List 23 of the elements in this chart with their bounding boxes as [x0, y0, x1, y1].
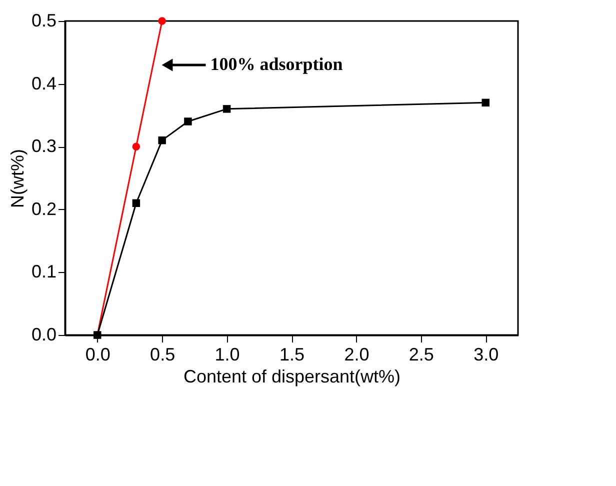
- y-tick-label: 0.3: [31, 136, 56, 156]
- point: [158, 136, 166, 144]
- x-tick-label: 0.5: [150, 344, 176, 364]
- y-tick-label: 0.4: [31, 73, 56, 94]
- x-tick-label: 1.0: [214, 344, 240, 364]
- x-tick-label: 2.5: [408, 344, 434, 364]
- x-tick-label: 2.0: [344, 344, 370, 364]
- point: [482, 98, 490, 107]
- y-tick-label: 0.1: [31, 262, 56, 282]
- point: [184, 118, 192, 126]
- point: [132, 142, 140, 150]
- y-tick-label: 0.5: [31, 10, 56, 30]
- x-tick-label: 1.5: [279, 344, 305, 364]
- y-axis-title: N(wt%): [7, 149, 28, 208]
- annotation: 100% adsorption: [210, 54, 343, 74]
- y-tick-label: 0.2: [31, 198, 56, 219]
- x-tick-label: 3.0: [474, 344, 499, 364]
- x-axis-title: Content of dispersant(wt%): [183, 366, 401, 386]
- point: [158, 17, 166, 25]
- point: [132, 199, 140, 207]
- x-tick-label: 0.0: [85, 344, 110, 364]
- y-tick-label: 0.0: [31, 324, 56, 344]
- point: [222, 105, 231, 113]
